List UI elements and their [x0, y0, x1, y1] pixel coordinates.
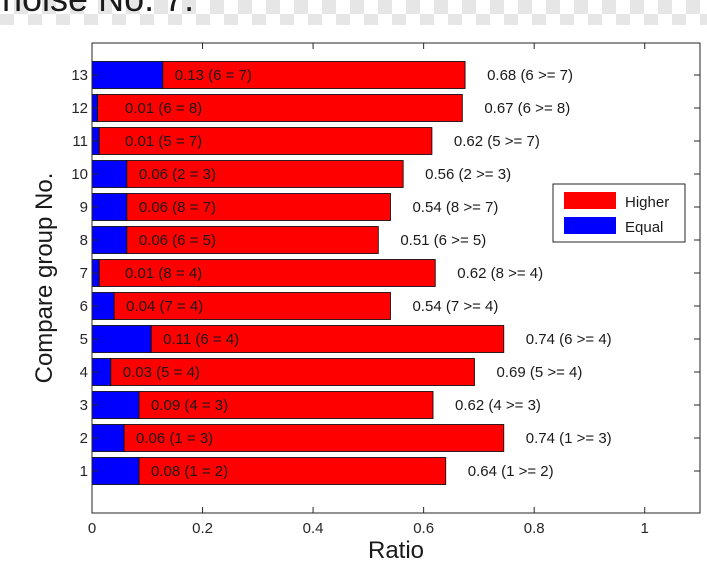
equal-label-group-2: 0.06 (1 = 3)	[136, 430, 213, 447]
y-tick-label: 1	[80, 463, 88, 480]
bar-labels-group: 0.08 (1 = 2) 0.64 (1 >= 2) 0.06 (1 = 3) 0.7…	[123, 67, 612, 480]
x-axis-title: Ratio	[368, 537, 424, 564]
bar-equal-group-3	[91, 391, 140, 419]
y-axis-title: Compare group No.	[31, 173, 58, 384]
bar-higher-group-4	[110, 358, 475, 386]
equal-label-group-10: 0.06 (2 = 3)	[139, 166, 216, 183]
higher-label-group-3: 0.62 (4 >= 3)	[455, 397, 541, 414]
y-tick-label: 5	[80, 331, 88, 348]
equal-label-group-12: 0.01 (6 = 8)	[125, 100, 202, 117]
bar-higher-group-10	[126, 160, 404, 188]
higher-label-group-6: 0.54 (7 >= 4)	[412, 298, 498, 315]
bar-higher-group-2	[123, 424, 505, 452]
legend-label-higher: Higher	[625, 194, 669, 211]
higher-label-group-7: 0.62 (8 >= 4)	[457, 265, 543, 282]
higher-label-group-10: 0.56 (2 >= 3)	[425, 166, 511, 183]
bar-higher-group-11	[98, 127, 433, 155]
y-tick-label: 10	[71, 166, 88, 183]
equal-label-group-9: 0.06 (8 = 7)	[139, 199, 216, 216]
equal-label-group-3: 0.09 (4 = 3)	[151, 397, 228, 414]
bar-higher-group-13	[162, 61, 466, 89]
equal-label-group-13: 0.13 (6 = 7)	[175, 67, 252, 84]
bar-higher-group-3	[138, 391, 434, 419]
y-tick-label: 12	[71, 100, 88, 117]
y-tick-label: 7	[80, 265, 88, 282]
page-title-fragment: noise No. 7.	[2, 0, 194, 20]
y-tick-label: 13	[71, 67, 88, 84]
x-tick-label: 1	[641, 520, 649, 537]
bar-higher-group-5	[150, 325, 505, 353]
higher-label-group-1: 0.64 (1 >= 2)	[468, 463, 554, 480]
bar-higher-group-6	[113, 292, 391, 320]
y-tick-label: 2	[80, 430, 88, 447]
higher-label-group-8: 0.51 (6 >= 5)	[400, 232, 486, 249]
figure: 0.08 (1 = 2) 0.64 (1 >= 2) 0.06 (1 = 3) 0.7…	[0, 25, 707, 569]
bar-equal-group-13	[91, 61, 164, 89]
higher-label-group-4: 0.69 (5 >= 4)	[496, 364, 582, 381]
y-tick-label: 4	[80, 364, 88, 381]
y-tick-label: 6	[80, 298, 88, 315]
higher-label-group-9: 0.54 (8 >= 7)	[412, 199, 498, 216]
bars-group	[91, 61, 505, 485]
y-tick-label: 3	[80, 397, 88, 414]
bar-equal-group-5	[91, 325, 152, 353]
bar-higher-group-8	[126, 226, 379, 254]
equal-label-group-8: 0.06 (6 = 5)	[139, 232, 216, 249]
bar-higher-group-12	[97, 94, 463, 122]
x-ticks-group: 0 0.2 0.4 0.6 0.8 1	[88, 43, 649, 537]
higher-label-group-12: 0.67 (6 >= 8)	[484, 100, 570, 117]
equal-label-group-11: 0.01 (5 = 7)	[125, 133, 202, 150]
legend-swatch-equal	[564, 217, 616, 234]
bar-higher-group-1	[138, 457, 447, 485]
bar-higher-group-9	[126, 193, 391, 221]
equal-label-group-6: 0.04 (7 = 4)	[126, 298, 203, 315]
higher-label-group-13: 0.68 (6 >= 7)	[487, 67, 573, 84]
legend-label-equal: Equal	[625, 219, 663, 236]
bar-equal-group-1	[91, 457, 140, 485]
y-tick-label: 9	[80, 199, 88, 216]
x-tick-label: 0	[88, 520, 96, 537]
x-tick-label: 0.2	[192, 520, 213, 537]
higher-label-group-11: 0.62 (5 >= 7)	[454, 133, 540, 150]
equal-label-group-1: 0.08 (1 = 2)	[151, 463, 228, 480]
y-tick-label: 8	[80, 232, 88, 249]
higher-label-group-5: 0.74 (6 >= 4)	[526, 331, 612, 348]
legend-swatch-higher	[564, 192, 616, 209]
equal-label-group-4: 0.03 (5 = 4)	[123, 364, 200, 381]
bar-chart: 0.08 (1 = 2) 0.64 (1 >= 2) 0.06 (1 = 3) 0.7…	[31, 42, 701, 564]
plot-frame	[91, 42, 701, 514]
legend: Higher Equal	[552, 183, 686, 243]
equal-label-group-7: 0.01 (8 = 4)	[125, 265, 202, 282]
bar-higher-group-7	[98, 259, 436, 287]
x-tick-label: 0.8	[524, 520, 545, 537]
x-tick-label: 0.4	[303, 520, 324, 537]
higher-label-group-2: 0.74 (1 >= 3)	[526, 430, 612, 447]
equal-label-group-5: 0.11 (6 = 4)	[163, 331, 239, 348]
y-tick-label: 11	[72, 133, 88, 150]
x-tick-label: 0.6	[413, 520, 434, 537]
